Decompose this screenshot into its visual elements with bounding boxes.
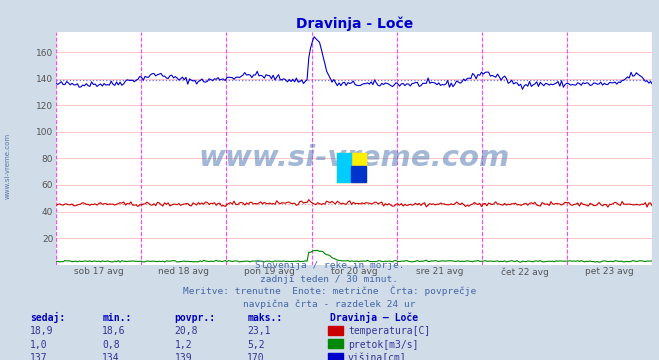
Text: 137: 137	[30, 353, 47, 360]
Text: 1,0: 1,0	[30, 340, 47, 350]
Text: višina[cm]: višina[cm]	[348, 353, 407, 360]
Text: 0,8: 0,8	[102, 340, 120, 350]
Title: Dravinja - Loče: Dravinja - Loče	[296, 17, 413, 31]
Text: 20,8: 20,8	[175, 327, 198, 337]
Text: Meritve: trenutne  Enote: metrične  Črta: povprečje: Meritve: trenutne Enote: metrične Črta: …	[183, 286, 476, 297]
Text: temperatura[C]: temperatura[C]	[348, 327, 430, 337]
Text: 18,6: 18,6	[102, 327, 126, 337]
Text: www.si-vreme.com: www.si-vreme.com	[5, 132, 11, 199]
Text: 134: 134	[102, 353, 120, 360]
Text: 139: 139	[175, 353, 192, 360]
Text: zadnji teden / 30 minut.: zadnji teden / 30 minut.	[260, 275, 399, 284]
Text: 18,9: 18,9	[30, 327, 53, 337]
Text: www.si-vreme.com: www.si-vreme.com	[198, 144, 510, 172]
Text: povpr.:: povpr.:	[175, 313, 215, 323]
Text: 23,1: 23,1	[247, 327, 271, 337]
Text: pretok[m3/s]: pretok[m3/s]	[348, 340, 418, 350]
Text: Dravinja – Loče: Dravinja – Loče	[330, 312, 418, 323]
Text: 170: 170	[247, 353, 265, 360]
Text: navpična črta - razdelek 24 ur: navpična črta - razdelek 24 ur	[243, 299, 416, 309]
Bar	[351, 166, 366, 182]
Bar	[337, 153, 351, 182]
Text: sedaj:: sedaj:	[30, 312, 65, 323]
Text: 5,2: 5,2	[247, 340, 265, 350]
Text: maks.:: maks.:	[247, 313, 282, 323]
Bar	[337, 153, 366, 182]
Text: min.:: min.:	[102, 313, 132, 323]
Text: 1,2: 1,2	[175, 340, 192, 350]
Text: Slovenija / reke in morje.: Slovenija / reke in morje.	[255, 261, 404, 270]
